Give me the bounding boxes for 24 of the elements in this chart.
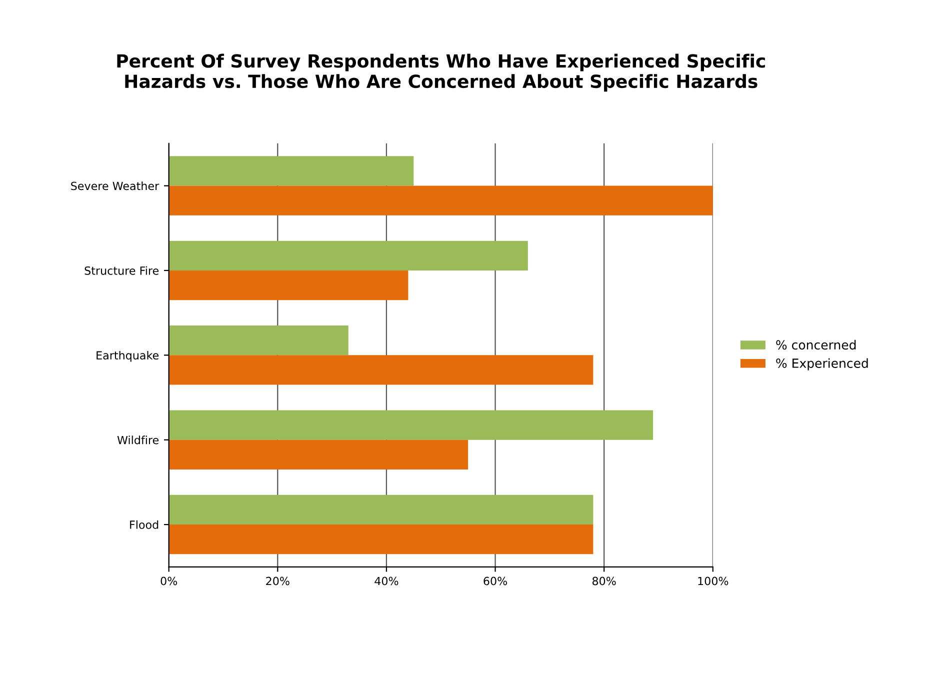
bar <box>168 524 594 554</box>
y-tick-label: Severe Weather <box>71 182 160 190</box>
x-tick-label: 80% <box>592 576 616 586</box>
y-tick-label: Structure Fire <box>84 266 159 275</box>
y-tick-label: Earthquake <box>96 350 159 362</box>
bar <box>168 186 713 216</box>
legend-label: % concerned <box>776 340 856 350</box>
x-tick-label: 60% <box>484 576 507 586</box>
bar <box>168 494 594 525</box>
bar <box>168 410 654 440</box>
y-tick-label: Wildfire <box>117 436 159 444</box>
bar <box>168 270 408 300</box>
x-tick-label: 0% <box>160 576 178 586</box>
y-tick-label: Flood <box>130 520 158 529</box>
x-tick-label: 100% <box>698 576 728 586</box>
x-tick-label: 20% <box>266 576 290 586</box>
chart-title: Percent Of Survey Respondents Who Have Experienced Specific Hazards vs. Those Who Are Concerned About Specific Hazards <box>117 54 765 92</box>
bar <box>168 440 468 470</box>
x-tick-label: 40% <box>374 576 398 586</box>
legend-label: % Experienced <box>776 358 868 370</box>
bar <box>168 156 414 186</box>
bar <box>168 355 594 385</box>
bar <box>168 240 528 270</box>
bar <box>168 326 348 356</box>
